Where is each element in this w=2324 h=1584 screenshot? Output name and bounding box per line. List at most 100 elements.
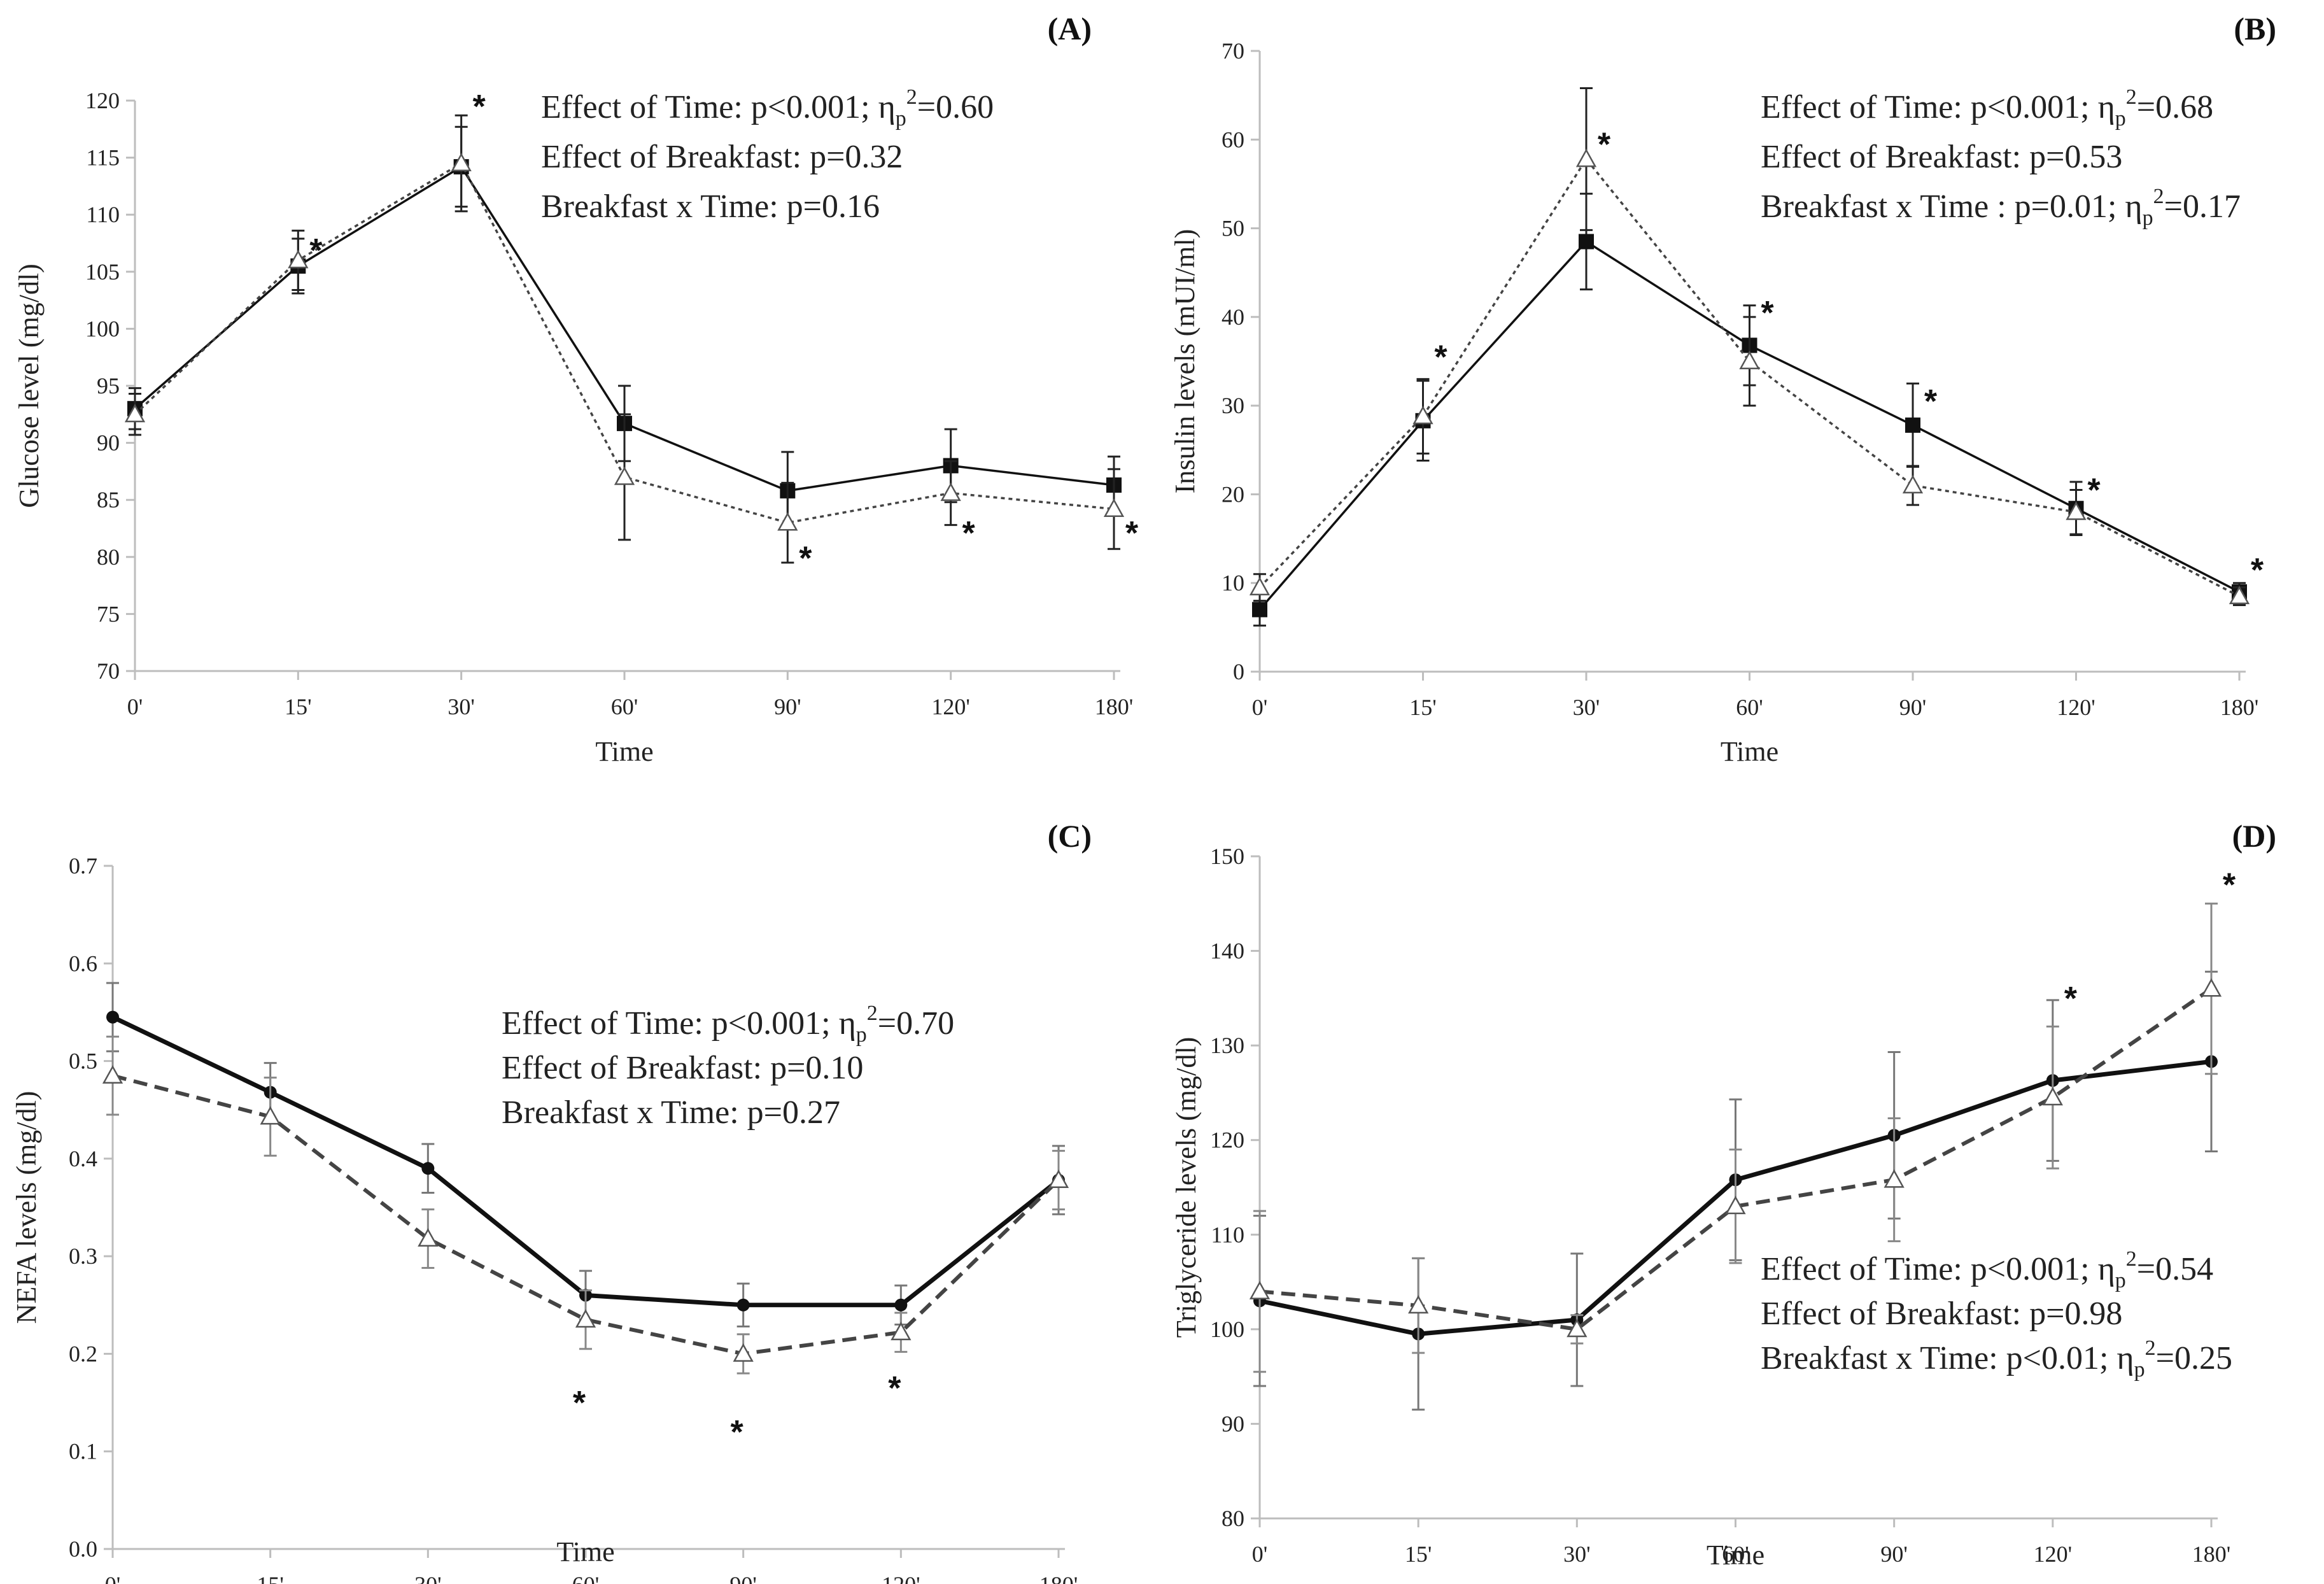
data-point-triangle [1103, 498, 1125, 517]
x-tick-label: 15' [285, 694, 312, 719]
y-tick-label: 140 [1210, 938, 1244, 964]
data-point-circle [421, 1162, 435, 1175]
stat-text: Effect of Breakfast: p=0.10 [502, 1050, 863, 1086]
y-tick-label: 120 [1210, 1128, 1244, 1153]
stat-text: Effect of Breakfast: p=0.98 [1761, 1296, 2122, 1332]
x-tick-label: 120' [882, 1572, 920, 1584]
panel-label: (D) [2232, 818, 2276, 854]
stat-subscript: p [2134, 1358, 2145, 1382]
y-tick-label: 120 [85, 88, 120, 113]
stat-line: Breakfast x Time: p<0.01; ηp2=0.25 [1761, 1336, 2232, 1382]
x-tick-label: 120' [2034, 1541, 2073, 1567]
stat-line: Effect of Breakfast: p=0.53 [1761, 139, 2122, 175]
x-tick-label: 60' [572, 1572, 600, 1584]
stat-text: Breakfast x Time: p=0.27 [502, 1094, 840, 1131]
stat-tail: =0.70 [878, 1005, 954, 1042]
y-tick-label: 20 [1222, 481, 1244, 507]
data-point-triangle [575, 1309, 596, 1328]
series-line-solid-square [1258, 240, 2240, 611]
stat-text: Effect of Breakfast: p=0.53 [1761, 139, 2122, 175]
data-point-triangle [260, 1106, 281, 1125]
panel-label: (A) [1048, 11, 1092, 46]
x-tick-label: 90' [1880, 1541, 1908, 1567]
stat-line: Effect of Time: p<0.001; ηp2=0.54 [1761, 1247, 2213, 1292]
stat-subscript: p [2115, 1269, 2126, 1292]
x-tick-label: 60' [1722, 1541, 1749, 1567]
x-axis-title: Time [556, 1536, 614, 1567]
stat-line: Breakfast x Time : p=0.01; ηp2=0.17 [1761, 185, 2241, 230]
significance-asterisk: * [799, 541, 812, 577]
x-axis-title: Time [1721, 736, 1778, 767]
y-tick-label: 105 [85, 259, 120, 285]
x-tick-label: 0' [127, 694, 143, 719]
data-point-circle [106, 1010, 119, 1024]
x-axis-title: Time [1707, 1539, 1764, 1571]
stat-text: Breakfast x Time: p<0.01; η [1761, 1340, 2134, 1376]
data-point-triangle [288, 250, 309, 269]
stat-line: Effect of Time: p<0.001; ηp2=0.70 [502, 1001, 954, 1047]
stat-tail: =0.17 [2164, 188, 2241, 225]
y-tick-label: 0.7 [69, 853, 97, 879]
x-tick-label: 0' [1252, 1541, 1268, 1567]
y-axis-title: NEFA levels (mg/dl) [11, 1091, 42, 1324]
data-point-triangle [733, 1343, 754, 1362]
stat-superscript: 2 [2126, 85, 2137, 109]
significance-asterisk: * [888, 1370, 901, 1407]
x-tick-label: 180' [2220, 695, 2259, 720]
y-tick-label: 100 [1210, 1317, 1244, 1342]
y-tick-label: 75 [97, 601, 120, 626]
significance-asterisk: * [309, 232, 323, 269]
y-tick-label: 0.5 [69, 1049, 97, 1074]
stat-superscript: 2 [867, 1001, 878, 1025]
data-point-triangle [1884, 1169, 1905, 1188]
x-tick-label: 90' [774, 694, 801, 719]
significance-asterisk: * [2064, 980, 2078, 1017]
x-tick-label: 180' [1039, 1572, 1078, 1584]
stat-text: Breakfast x Time: p=0.16 [541, 188, 880, 225]
data-point-triangle [891, 1322, 912, 1341]
significance-asterisk: * [2223, 867, 2236, 904]
y-tick-label: 10 [1222, 570, 1244, 596]
x-tick-label: 60' [611, 694, 638, 719]
x-tick-label: 30' [414, 1572, 442, 1584]
y-tick-label: 130 [1210, 1033, 1244, 1058]
stat-superscript: 2 [906, 85, 917, 109]
x-tick-label: 180' [1095, 694, 1134, 719]
stat-subscript: p [2115, 107, 2126, 131]
y-tick-label: 70 [97, 658, 120, 684]
y-tick-label: 70 [1222, 38, 1244, 64]
x-tick-label: 15' [257, 1572, 284, 1584]
x-tick-label: 15' [1409, 695, 1437, 720]
data-point-triangle [940, 482, 961, 501]
y-tick-label: 90 [97, 430, 120, 456]
x-axis-title: Time [595, 736, 653, 767]
stat-subscript: p [856, 1023, 867, 1047]
chart-panel-a: 70 75 80 85 90 95 100 105 110 115 120 0' 15' 30' 60' 90… [13, 11, 1139, 767]
y-axis-title: Triglyceride levels (mg/dl) [1171, 1037, 1202, 1338]
stat-text: Effect of Breakfast: p=0.32 [541, 139, 903, 175]
y-tick-label: 0.6 [69, 951, 97, 976]
data-point-square [1579, 234, 1594, 250]
stat-line: Effect of Breakfast: p=0.32 [541, 139, 903, 175]
panel-label: (C) [1048, 818, 1092, 854]
panel-label: (B) [2234, 11, 2276, 46]
y-tick-label: 100 [85, 316, 120, 341]
data-point-triangle [124, 404, 146, 423]
x-tick-label: 15' [1405, 1541, 1432, 1567]
x-tick-label: 60' [1736, 695, 1763, 720]
y-tick-label: 0 [1233, 659, 1244, 684]
x-tick-label: 180' [2192, 1541, 2231, 1567]
data-point-triangle [777, 512, 798, 531]
data-point-triangle [1902, 474, 1924, 493]
significance-asterisk: * [573, 1385, 586, 1422]
y-tick-label: 30 [1222, 393, 1244, 418]
chart-panel-c: 0.0 0.1 0.2 0.3 0.4 0.5 0.6 0.7 0' 15' 30' 60' 90' 12… [11, 818, 1092, 1584]
stat-line: Breakfast x Time: p=0.16 [541, 188, 880, 225]
x-tick-label: 30' [447, 694, 475, 719]
data-point-triangle [451, 152, 472, 172]
y-tick-label: 40 [1222, 304, 1244, 330]
y-tick-label: 50 [1222, 216, 1244, 241]
y-tick-label: 0.4 [69, 1146, 97, 1171]
data-point-triangle [1412, 406, 1433, 425]
